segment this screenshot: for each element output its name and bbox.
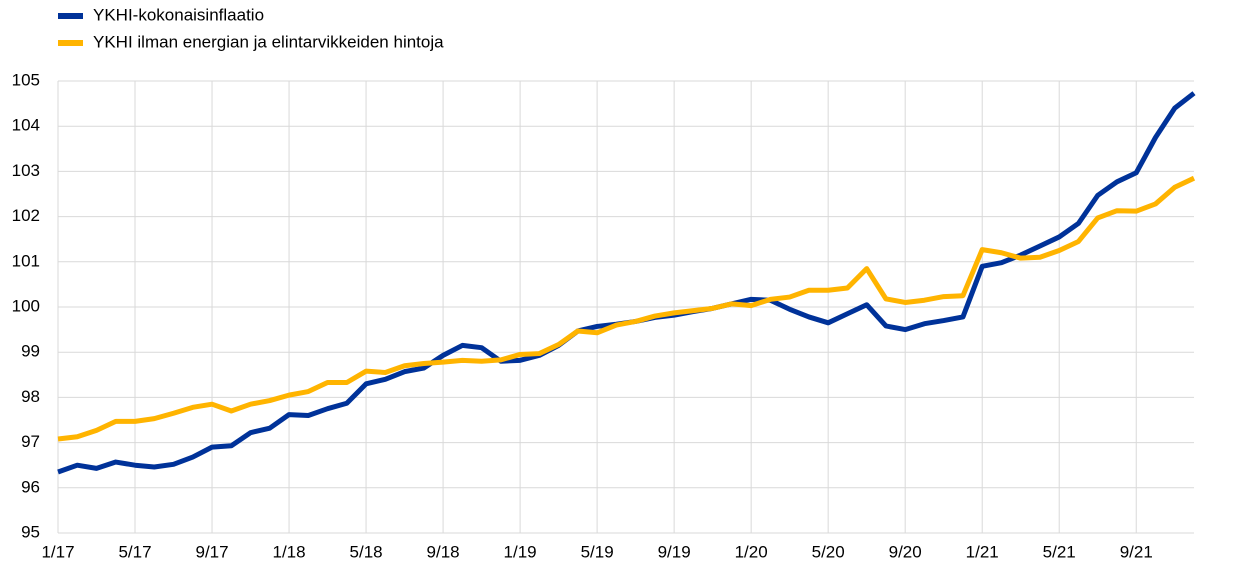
y-tick-label: 105 <box>12 70 40 89</box>
x-tick-label: 1/20 <box>735 542 768 561</box>
y-tick-label: 101 <box>12 251 40 270</box>
x-tick-label: 5/19 <box>581 542 614 561</box>
x-tick-label: 5/18 <box>350 542 383 561</box>
y-tick-label: 100 <box>12 296 40 315</box>
x-tick-label: 5/17 <box>118 542 151 561</box>
x-tick-label: 1/18 <box>273 542 306 561</box>
y-tick-label: 103 <box>12 161 40 180</box>
y-tick-label: 102 <box>12 206 40 225</box>
x-tick-label: 1/17 <box>41 542 74 561</box>
y-tick-label: 98 <box>21 387 40 406</box>
x-tick-label: 9/17 <box>195 542 228 561</box>
y-tick-label: 99 <box>21 342 40 361</box>
x-tick-label: 5/20 <box>812 542 845 561</box>
x-tick-label: 1/19 <box>504 542 537 561</box>
x-tick-label: 9/21 <box>1120 542 1153 561</box>
legend-label: YKHI ilman energian ja elintarvikkeiden … <box>93 32 444 51</box>
legend-label: YKHI-kokonaisinflaatio <box>93 5 264 24</box>
y-tick-label: 96 <box>21 477 40 496</box>
series-line <box>57 175 1196 442</box>
x-tick-label: 9/18 <box>427 542 460 561</box>
y-tick-label: 104 <box>12 116 40 135</box>
series-line <box>57 91 1196 475</box>
x-tick-label: 5/21 <box>1043 542 1076 561</box>
x-tick-label: 9/20 <box>889 542 922 561</box>
y-tick-label: 95 <box>21 522 40 541</box>
x-tick-label: 9/19 <box>658 542 691 561</box>
x-tick-label: 1/21 <box>966 542 999 561</box>
y-tick-label: 97 <box>21 432 40 451</box>
